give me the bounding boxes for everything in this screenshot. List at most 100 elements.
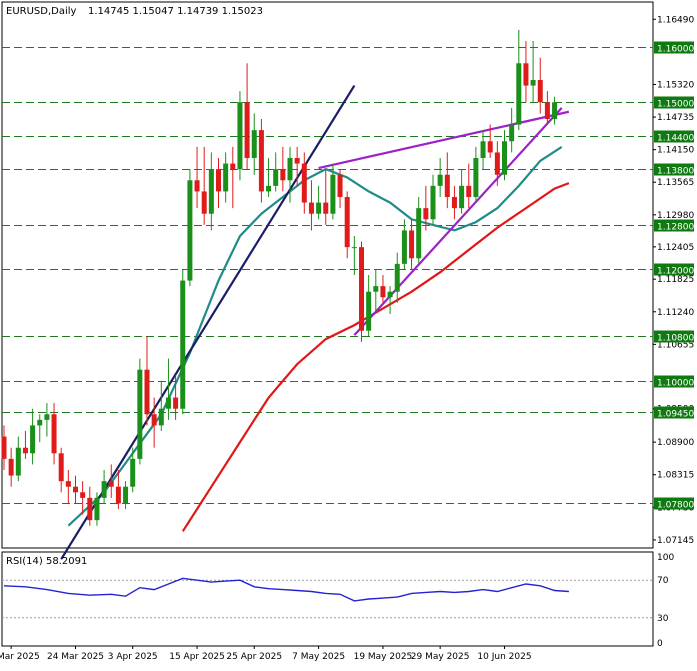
candle-body-16 <box>115 486 121 504</box>
candle-body-42 <box>301 163 307 203</box>
candle-body-22 <box>158 408 164 426</box>
candle-body-74 <box>530 80 536 86</box>
candle-body-54 <box>387 291 393 298</box>
candle-body-6 <box>44 414 50 420</box>
level-label-bg-5 <box>654 263 694 276</box>
candle-body-9 <box>65 481 71 487</box>
level-label-0: 1.16000 <box>657 45 694 55</box>
trendline-1 <box>318 110 570 170</box>
date-axis: 12 Mar 2025 24 Mar 2025 3 Apr 2025 15 Apr 2… <box>0 646 532 662</box>
level-label-1: 1.15000 <box>657 100 694 110</box>
rsi-tick-label-1: 70 <box>657 576 669 586</box>
level-label-3: 1.13800 <box>657 167 694 177</box>
candle-body-2 <box>15 447 21 476</box>
candle-body-20 <box>144 369 150 415</box>
candle-body-12 <box>87 497 93 521</box>
candle-body-62 <box>444 174 450 197</box>
candle-body-27 <box>194 180 200 192</box>
candle-body-33 <box>237 102 243 170</box>
candle-body-66 <box>473 158 479 197</box>
level-label-2: 1.14400 <box>657 134 694 144</box>
candle-body-43 <box>308 202 314 214</box>
candle-body-67 <box>480 141 486 158</box>
candle-body-57 <box>409 230 415 259</box>
candle-body-8 <box>58 453 64 482</box>
price-tick-label-1: 1.15320 <box>657 80 694 90</box>
candle-body-3 <box>22 447 28 454</box>
candle-body-64 <box>459 185 465 209</box>
candle-body-36 <box>258 130 264 192</box>
candle-body-5 <box>37 419 43 426</box>
price-tick-label-3: 1.14150 <box>657 146 694 156</box>
candle-body-63 <box>451 197 457 209</box>
horizontal-levels <box>2 47 653 504</box>
candle-body-53 <box>380 286 386 298</box>
price-tick-label-9: 1.10655 <box>657 340 694 350</box>
candle-body-21 <box>151 414 157 426</box>
candle-body-71 <box>509 124 515 142</box>
rsi-tick-label-3: 0 <box>657 639 663 649</box>
price-tick-label-0: 1.16490 <box>657 15 694 25</box>
price-tick-label-12: 1.08315 <box>657 471 694 481</box>
candle-body-69 <box>494 152 500 175</box>
candle-body-34 <box>244 102 250 158</box>
level-label-9: 1.07800 <box>657 501 694 511</box>
candle-body-14 <box>101 481 107 498</box>
level-label-6: 1.10800 <box>657 334 694 344</box>
price-tick-label-2: 1.14735 <box>657 113 694 123</box>
candle-body-46 <box>330 174 336 214</box>
candle-body-15 <box>108 481 114 487</box>
level-label-bg-8 <box>654 406 694 419</box>
rsi-plot-frame <box>1 551 654 647</box>
candle-body-76 <box>544 102 550 119</box>
candle-body-70 <box>502 141 507 175</box>
price-tick-label-5: 1.12980 <box>657 211 694 221</box>
candle-body-26 <box>187 180 193 281</box>
candle-body-58 <box>416 208 422 259</box>
level-label-bg-4 <box>654 219 694 232</box>
candle-body-24 <box>173 397 179 409</box>
level-label-bg-0 <box>654 41 694 54</box>
chart-header-ohlc: 1.14745 1.15047 1.14739 1.15023 <box>88 6 263 17</box>
level-label-bg-2 <box>654 130 694 143</box>
main-plot-frame <box>1 1 654 549</box>
moving-average-1 <box>181 182 570 532</box>
price-tick-label-8: 1.11240 <box>657 308 694 318</box>
candle-body-52 <box>373 286 379 292</box>
candle-body-38 <box>273 169 279 186</box>
candle-body-32 <box>230 163 236 170</box>
candle-body-75 <box>537 80 543 103</box>
candle-body-29 <box>208 169 214 214</box>
rsi-line <box>3 577 569 602</box>
candle-body-73 <box>523 63 529 86</box>
candle-body-41 <box>294 158 300 164</box>
candle-body-72 <box>516 63 522 125</box>
date-label-1: 24 Mar 2025 <box>47 652 104 662</box>
rsi-tick-label-0: 100 <box>657 553 674 563</box>
candle-body-61 <box>437 174 443 186</box>
chart-header-symbol: EURUSD,Daily <box>6 6 77 17</box>
candle-body-47 <box>337 174 343 197</box>
candle-body-55 <box>394 263 400 292</box>
level-label-5: 1.12000 <box>657 267 694 277</box>
candle-body-30 <box>216 169 221 192</box>
candle-body-50 <box>359 247 364 331</box>
rsi-label: RSI(14) 58.2091 <box>6 556 87 567</box>
level-label-bg-9 <box>654 497 694 510</box>
candle-body-31 <box>223 163 229 192</box>
date-label-5: 7 May 2025 <box>292 652 345 662</box>
date-label-8: 10 Jun 2025 <box>477 652 531 662</box>
price-tick-label-14: 1.07145 <box>657 536 694 546</box>
candle-body-56 <box>401 230 407 264</box>
level-label-bg-7 <box>654 375 694 388</box>
candle-body-35 <box>251 130 257 158</box>
candle-body-65 <box>466 185 472 197</box>
candle-body-11 <box>80 492 86 498</box>
candle-body-45 <box>323 202 329 214</box>
candle-body-1 <box>8 458 14 476</box>
candle-body-77 <box>552 102 558 119</box>
rsi-panel: 100 70 30 0 <box>2 553 674 649</box>
candle-body-18 <box>130 458 136 487</box>
level-label-7: 1.10000 <box>657 379 694 389</box>
